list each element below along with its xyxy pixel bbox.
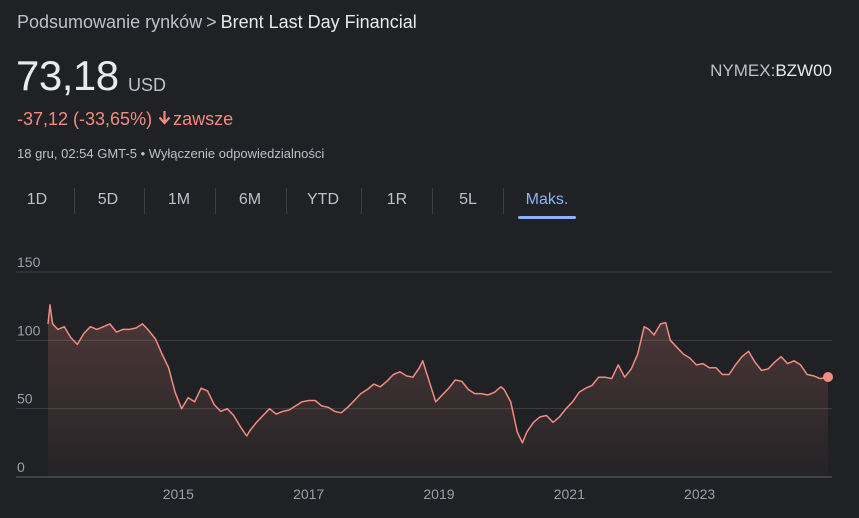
x-tick-label: 2023 [684, 486, 715, 502]
exchange-label: NYMEX: [710, 61, 776, 80]
active-tab-indicator [518, 216, 576, 219]
tab-1r[interactable]: 1R [367, 180, 427, 220]
tab-label: 1M [167, 191, 191, 208]
quote-meta: 18 gru, 02:54 GMT-5 • Wyłączenie odpowie… [17, 146, 324, 161]
x-tick-label: 2015 [163, 486, 194, 502]
price-area-fill [48, 304, 828, 477]
ticker-symbol: NYMEX:BZW00 [710, 61, 832, 81]
price-value: 73,18 [16, 52, 119, 99]
tab-label: 1R [386, 191, 408, 208]
tab-divider [503, 188, 504, 214]
tab-label: 5L [459, 191, 477, 208]
tab-1d[interactable]: 1D [10, 180, 64, 220]
change-period: zawsze [173, 109, 234, 129]
meta-bullet: • [140, 146, 146, 161]
tab-divider [286, 188, 287, 214]
last-price-marker [823, 371, 833, 382]
quote-timestamp: 18 gru, 02:54 GMT-5 [17, 146, 137, 161]
tab-divider [215, 188, 216, 214]
y-tick-label: 50 [17, 391, 33, 407]
y-axis-labels: 150 100 50 0 [17, 254, 41, 475]
tab-divider [144, 188, 145, 214]
tab-label: 6M [238, 191, 262, 208]
arrow-down-icon [158, 109, 171, 130]
y-tick-label: 150 [17, 254, 41, 270]
tab-label: 5D [97, 191, 119, 208]
price-series-line [47, 304, 829, 444]
x-axis-labels: 2015 2017 2019 2021 2023 [163, 486, 716, 502]
tab-max[interactable]: Maks. [514, 180, 580, 220]
tab-5l[interactable]: 5L [438, 180, 498, 220]
tab-6m[interactable]: 6M [221, 180, 279, 220]
x-tick-label: 2019 [423, 486, 454, 502]
price-chart[interactable]: 150 100 50 0 2015 2017 2019 2021 2023 [0, 252, 859, 518]
y-tick-label: 0 [17, 459, 25, 475]
disclaimer-link[interactable]: Wyłączenie odpowiedzialności [148, 146, 325, 161]
tab-ytd[interactable]: YTD [292, 180, 354, 220]
tab-5d[interactable]: 5D [80, 180, 136, 220]
time-range-tabs: 1D 5D 1M 6M YTD 1R 5L Maks. [0, 180, 600, 220]
change-value: -37,12 (-33,65%) [17, 109, 153, 129]
tab-1m[interactable]: 1M [150, 180, 208, 220]
breadcrumb: Podsumowanie rynków > Brent Last Day Finan… [17, 12, 417, 33]
tab-divider [361, 188, 362, 214]
tab-divider [74, 188, 75, 214]
tab-label: Maks. [525, 191, 569, 208]
breadcrumb-current: Brent Last Day Financial [220, 12, 417, 32]
price-change: -37,12 (-33,65%) zawsze [17, 109, 233, 130]
breadcrumb-separator: > [206, 12, 217, 32]
symbol-label: BZW00 [775, 61, 832, 80]
tab-label: YTD [307, 191, 339, 208]
y-tick-label: 100 [17, 322, 41, 338]
breadcrumb-root-link[interactable]: Podsumowanie rynków [17, 12, 203, 32]
x-tick-label: 2021 [554, 486, 585, 502]
x-tick-label: 2017 [293, 486, 324, 502]
tab-label: 1D [26, 191, 48, 208]
price-currency: USD [128, 75, 167, 95]
tab-divider [432, 188, 433, 214]
